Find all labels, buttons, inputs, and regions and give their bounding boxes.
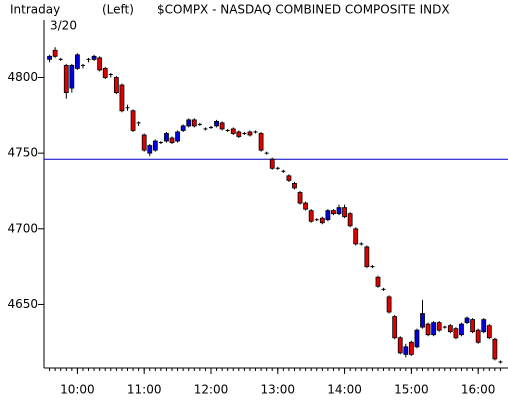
candle-body <box>303 202 309 210</box>
y-tick-label: 4700 <box>7 221 38 235</box>
candle-body <box>141 134 147 151</box>
candle-body <box>375 276 381 287</box>
candle-body <box>69 64 75 89</box>
candle-body <box>230 128 236 134</box>
y-tick-label: 4750 <box>7 146 38 160</box>
candle-body <box>347 213 353 227</box>
candle-body <box>331 210 336 215</box>
candle-body <box>431 322 437 336</box>
candle-body <box>219 122 225 130</box>
candle-body <box>297 192 303 204</box>
candle-body <box>414 329 420 348</box>
candle-body <box>236 131 242 137</box>
y-tick-label: 4650 <box>7 297 38 311</box>
candle-body <box>63 64 69 94</box>
candle-body <box>425 323 431 336</box>
candle-body <box>397 337 403 354</box>
x-tick-label: 10:00 <box>60 383 95 397</box>
candle-body <box>214 120 219 127</box>
candle-body <box>353 228 359 245</box>
candle-body <box>342 207 347 218</box>
candle-body <box>470 319 476 333</box>
candle-body <box>325 210 331 221</box>
candle-body <box>119 84 125 112</box>
x-tick-label: 11:00 <box>127 383 162 397</box>
candle-body <box>336 207 342 215</box>
candle-body <box>453 328 459 339</box>
candle-body <box>364 246 370 268</box>
candle-body <box>180 125 186 131</box>
axis-side: (Left) <box>102 3 134 17</box>
candle-body <box>152 140 158 151</box>
candle-body <box>147 145 153 154</box>
x-tick-label: 14:00 <box>327 383 362 397</box>
candle-body <box>169 137 175 143</box>
candle-body <box>286 175 292 181</box>
candle-body <box>247 131 253 136</box>
x-tick-label: 15:00 <box>394 383 429 397</box>
candle-body <box>102 68 108 78</box>
candle-body <box>447 325 453 333</box>
candle-body <box>91 55 97 60</box>
candle-body <box>113 77 119 94</box>
candle-body <box>269 158 275 169</box>
candle-body <box>74 54 80 69</box>
x-tick-label: 12:00 <box>194 383 229 397</box>
candle-body <box>308 210 314 222</box>
date: 3/20 <box>50 19 77 33</box>
candle-body <box>464 317 470 324</box>
period: Intraday <box>10 3 60 17</box>
chart-title: $COMPX - NASDAQ COMBINED COMPOSITE INDX <box>157 3 450 17</box>
candle-body <box>420 313 425 328</box>
candle-body <box>292 183 297 189</box>
candle-body <box>97 57 103 71</box>
candle-body <box>486 325 492 339</box>
candle-body <box>186 119 192 127</box>
candle-body <box>130 110 136 131</box>
candle-body <box>47 55 52 60</box>
candle-body <box>436 322 442 331</box>
candle-body <box>319 217 325 224</box>
x-tick-label: 16:00 <box>461 383 496 397</box>
candle-body <box>175 131 180 142</box>
candle-body <box>459 323 464 336</box>
candle-body <box>52 49 58 57</box>
candle-body <box>258 133 264 151</box>
candle-body <box>164 133 169 142</box>
candle-body <box>392 316 398 339</box>
candle-body <box>386 296 392 313</box>
x-tick-label: 13:00 <box>260 383 295 397</box>
candle-body <box>403 346 409 355</box>
candle-body <box>408 341 414 355</box>
candle-body <box>475 329 481 343</box>
y-tick-label: 4800 <box>7 70 38 84</box>
candle-body <box>492 338 498 360</box>
candle-body <box>191 119 197 127</box>
candle-body <box>481 319 487 333</box>
